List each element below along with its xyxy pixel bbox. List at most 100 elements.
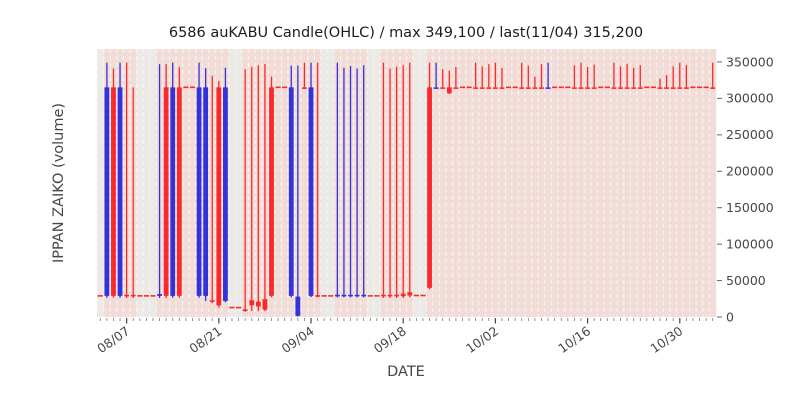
candle-body: [664, 87, 670, 89]
candle-body: [209, 300, 215, 302]
day-band: [623, 49, 631, 317]
candle-body: [262, 299, 268, 310]
day-band: [478, 49, 486, 317]
candle-body: [334, 294, 340, 297]
candle-body: [572, 87, 577, 89]
candle-body: [433, 87, 439, 89]
candle-body: [400, 293, 406, 297]
x-tick-label: 08/21: [186, 323, 224, 356]
day-band: [676, 49, 684, 317]
gridlines-layer: [102, 49, 711, 317]
day-band: [149, 49, 157, 317]
candle-body: [453, 87, 459, 89]
y-axis: 0 50000 100000 150000 200000 250000 300000 3500…: [717, 54, 774, 324]
candle-body: [387, 294, 393, 297]
candle-body: [446, 87, 452, 94]
candle-body: [163, 87, 169, 296]
day-band: [505, 49, 513, 317]
y-axis-label: IPPAN ZAIKO (volume): [51, 103, 67, 263]
day-band: [419, 49, 427, 317]
x-tick-label: 10/02: [463, 323, 501, 356]
candle-body: [637, 87, 643, 89]
day-band: [235, 49, 243, 317]
day-band: [709, 49, 717, 317]
candle-body: [269, 87, 274, 296]
day-band: [320, 49, 328, 317]
candle-body: [710, 87, 716, 89]
chart-title: 6586 auKABU Candle(OHLC) / max 349,100 /…: [169, 25, 643, 41]
day-band: [604, 49, 611, 317]
day-band: [557, 49, 565, 317]
day-band: [327, 49, 335, 317]
day-band: [301, 49, 308, 317]
candle-body: [216, 87, 222, 306]
day-band: [136, 49, 144, 317]
day-band: [485, 49, 493, 317]
x-tick-label: 09/18: [371, 323, 409, 356]
y-tick-label: 300000: [726, 91, 774, 106]
day-band: [683, 49, 690, 317]
candle-body: [117, 87, 123, 296]
day-band: [551, 49, 559, 317]
candle-body: [157, 294, 162, 296]
candle-body: [591, 87, 597, 89]
candle-body: [288, 87, 294, 296]
candle-body: [493, 87, 498, 89]
y-tick-label: 100000: [726, 236, 774, 251]
day-band: [584, 49, 592, 317]
candle-body: [394, 294, 400, 297]
day-band: [571, 49, 578, 317]
candle-body: [354, 294, 360, 297]
candle-body: [196, 87, 202, 296]
candle-body: [381, 294, 386, 297]
day-band: [590, 49, 598, 317]
candle-body: [618, 87, 623, 89]
candle-body: [539, 87, 544, 89]
day-band: [228, 49, 236, 317]
y-tick-label: 250000: [726, 127, 774, 142]
x-tick-label: 09/04: [279, 323, 317, 356]
day-band: [472, 49, 480, 317]
candle-body: [624, 87, 630, 89]
candle-body: [683, 87, 689, 89]
day-band: [636, 49, 644, 317]
candle-body: [473, 87, 479, 89]
day-band: [669, 49, 677, 317]
candle-body: [525, 87, 531, 89]
candle-body: [341, 294, 347, 297]
day-band: [182, 49, 190, 317]
candle-body: [407, 292, 413, 296]
candle-body: [170, 87, 176, 296]
day-band: [663, 49, 671, 317]
day-band: [439, 49, 447, 317]
candle-body: [348, 294, 353, 297]
day-band: [544, 49, 552, 317]
x-tick-label: 08/07: [94, 323, 132, 356]
day-band: [274, 49, 282, 317]
day-band: [281, 49, 289, 317]
candle-body: [104, 87, 110, 296]
day-band: [413, 49, 420, 317]
candle-body: [578, 87, 584, 89]
candle-body: [585, 87, 590, 89]
candle-body: [677, 87, 683, 89]
day-band: [597, 49, 605, 317]
day-band: [446, 49, 453, 317]
candle-body: [308, 87, 314, 296]
day-band: [366, 49, 374, 317]
day-band: [538, 49, 546, 317]
candle-body: [499, 87, 505, 89]
day-band: [656, 49, 664, 317]
candle-body: [479, 87, 485, 89]
day-band: [689, 49, 697, 317]
day-band: [459, 49, 467, 317]
y-tick-label: 50000: [726, 273, 766, 288]
y-tick-label: 350000: [726, 54, 774, 69]
day-band: [702, 49, 710, 317]
day-band: [518, 49, 526, 317]
candle-body: [295, 296, 301, 316]
day-band: [97, 49, 104, 317]
day-band: [617, 49, 625, 317]
